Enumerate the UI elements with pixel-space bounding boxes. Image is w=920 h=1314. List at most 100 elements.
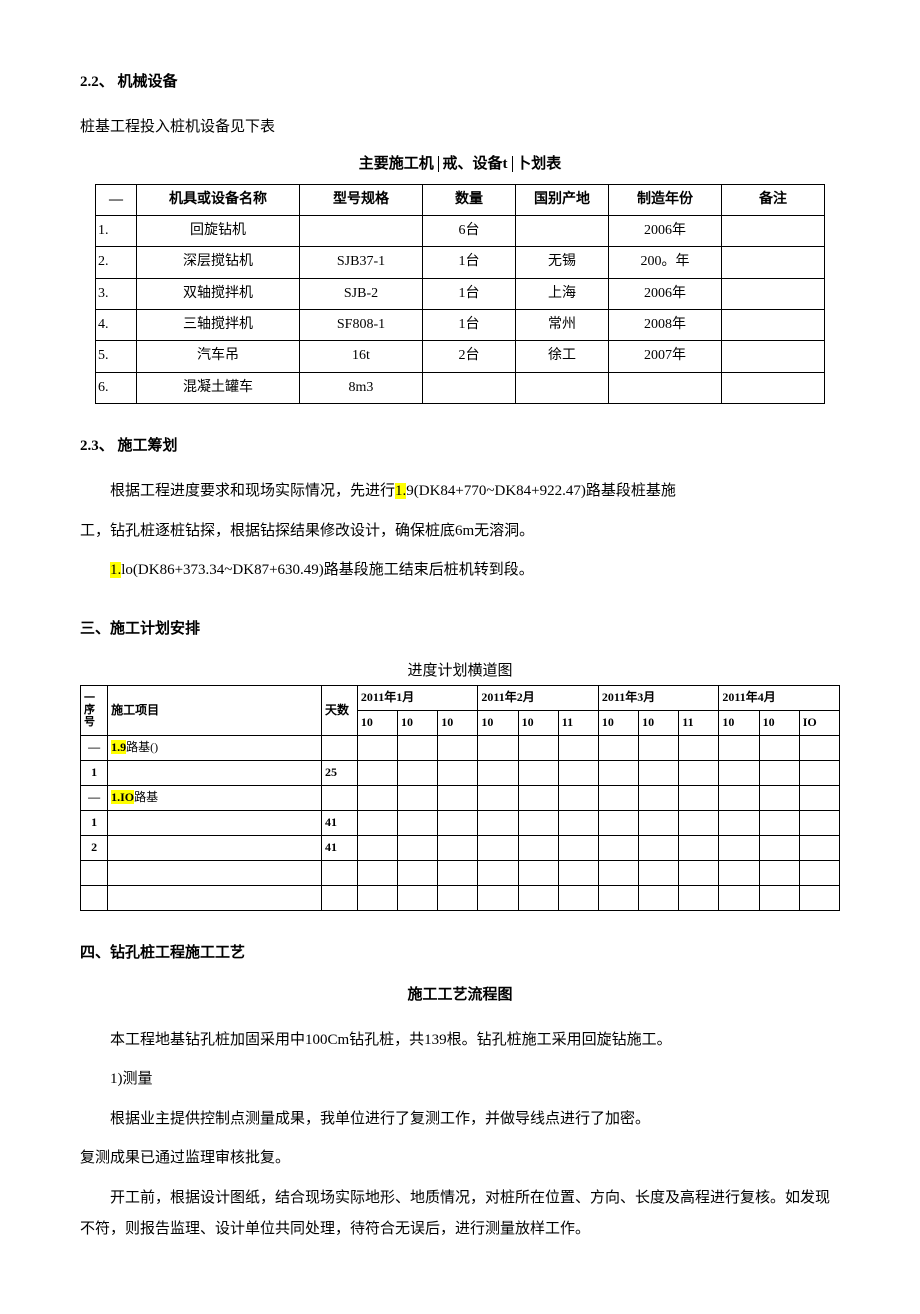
s23-p1-b: 9(DK84+770~DK84+922.47)路基段桩基施 bbox=[406, 483, 676, 499]
section-23-p1: 根据工程进度要求和现场实际情况，先进行1.9(DK84+770~DK84+922… bbox=[80, 476, 840, 508]
gantt-cell-bar bbox=[438, 835, 478, 860]
gantt-header-month: 2011年3月 bbox=[598, 685, 719, 710]
gantt-cell-days bbox=[322, 735, 358, 760]
gantt-cell-bar bbox=[759, 860, 799, 885]
gantt-cell-bar bbox=[679, 735, 719, 760]
equip-cell-idx: 3. bbox=[96, 278, 137, 309]
equip-row: 1.回旋钻机6台2006年 bbox=[96, 215, 825, 246]
equip-cell-idx: 1. bbox=[96, 215, 137, 246]
gantt-header-month: 2011年1月 bbox=[357, 685, 478, 710]
equip-cell-origin: 徐工 bbox=[516, 341, 609, 372]
gantt-cell-seq: 1 bbox=[81, 810, 108, 835]
gantt-cell-bar bbox=[398, 810, 438, 835]
equip-cell-year: 200。年 bbox=[609, 247, 722, 278]
body-p1: 本工程地基钻孔桩加固采用中100Cm钻孔桩，共139根。钻孔桩施工采用回旋钻施工… bbox=[80, 1025, 840, 1057]
flowchart-title: 施工工艺流程图 bbox=[80, 983, 840, 1007]
gantt-cell-bar bbox=[719, 760, 759, 785]
gantt-cell-bar bbox=[518, 860, 558, 885]
gantt-cell-bar bbox=[518, 885, 558, 910]
gantt-cell-bar bbox=[478, 885, 518, 910]
gantt-header-tick: 10 bbox=[357, 710, 397, 735]
gantt-cell-days bbox=[322, 860, 358, 885]
gantt-table: 一序号施工项目天数2011年1月2011年2月2011年3月2011年4月101… bbox=[80, 685, 840, 911]
gantt-cell-bar bbox=[438, 810, 478, 835]
equip-row: 2.深层搅钻机SJB37-11台无锡200。年 bbox=[96, 247, 825, 278]
gantt-cell-bar bbox=[799, 735, 839, 760]
gantt-cell-days bbox=[322, 885, 358, 910]
gantt-cell-bar bbox=[679, 835, 719, 860]
equip-cell-remark bbox=[722, 215, 825, 246]
equip-cell-origin: 常州 bbox=[516, 310, 609, 341]
gantt-cell-bar bbox=[679, 810, 719, 835]
body-p2: 1)测量 bbox=[80, 1064, 840, 1096]
gantt-proj-text: 路基 bbox=[134, 790, 158, 804]
gantt-cell-bar bbox=[558, 760, 598, 785]
gantt-row bbox=[81, 860, 840, 885]
gantt-cell-bar bbox=[639, 735, 679, 760]
equip-row: 4.三轴搅拌机SF808-11台常州2008年 bbox=[96, 310, 825, 341]
section-23-p2: 工，钻孔桩逐桩钻探，根据钻探结果修改设计，确保桩底6m无溶洞。 bbox=[80, 516, 840, 548]
gantt-header-project: 施工项目 bbox=[108, 685, 322, 735]
gantt-cell-bar bbox=[398, 835, 438, 860]
gantt-cell-bar bbox=[558, 735, 598, 760]
gantt-cell-bar bbox=[438, 885, 478, 910]
gantt-cell-bar bbox=[598, 760, 638, 785]
gantt-cell-project bbox=[108, 885, 322, 910]
equip-title-c: 卜划表 bbox=[516, 156, 561, 172]
equip-table-title: 主要施工机 戒、设备t 卜划表 bbox=[80, 152, 840, 176]
gantt-header-seq: 一序号 bbox=[81, 685, 108, 735]
gantt-cell-bar bbox=[518, 760, 558, 785]
gantt-cell-seq: — bbox=[81, 735, 108, 760]
equip-title-b: 戒、设备t bbox=[438, 156, 513, 172]
gantt-header-tick: 10 bbox=[398, 710, 438, 735]
gantt-cell-bar bbox=[518, 785, 558, 810]
gantt-cell-bar bbox=[799, 810, 839, 835]
equip-cell-name: 双轴搅拌机 bbox=[137, 278, 300, 309]
equip-cell-model: SF808-1 bbox=[300, 310, 423, 341]
gantt-header-tick: 11 bbox=[558, 710, 598, 735]
body-p3: 根据业主提供控制点测量成果，我单位进行了复测工作，并做导线点进行了加密。 bbox=[80, 1104, 840, 1136]
gantt-cell-bar bbox=[639, 835, 679, 860]
gantt-cell-bar bbox=[679, 760, 719, 785]
equip-cell-qty: 1台 bbox=[423, 247, 516, 278]
gantt-header-tick: 10 bbox=[719, 710, 759, 735]
gantt-cell-bar bbox=[357, 785, 397, 810]
equip-cell-model: 8m3 bbox=[300, 372, 423, 403]
equip-cell-name: 深层搅钻机 bbox=[137, 247, 300, 278]
equip-title-a: 主要施工机 bbox=[359, 156, 434, 172]
equip-cell-remark bbox=[722, 372, 825, 403]
gantt-cell-bar bbox=[598, 810, 638, 835]
section-23-title: 2.3、 施工筹划 bbox=[80, 434, 840, 458]
gantt-cell-bar bbox=[357, 735, 397, 760]
gantt-cell-bar bbox=[679, 860, 719, 885]
gantt-cell-bar bbox=[719, 860, 759, 885]
gantt-cell-bar bbox=[478, 785, 518, 810]
equip-cell-model: SJB-2 bbox=[300, 278, 423, 309]
gantt-cell-bar bbox=[719, 885, 759, 910]
gantt-cell-bar bbox=[719, 835, 759, 860]
gantt-cell-bar bbox=[759, 885, 799, 910]
equip-cell-name: 三轴搅拌机 bbox=[137, 310, 300, 341]
equip-cell-idx: 6. bbox=[96, 372, 137, 403]
gantt-cell-project bbox=[108, 760, 322, 785]
equip-header-remark: 备注 bbox=[722, 184, 825, 215]
equip-cell-idx: 4. bbox=[96, 310, 137, 341]
equipment-table: —机具或设备名称型号规格数量国别产地制造年份备注1.回旋钻机6台2006年2.深… bbox=[95, 184, 825, 405]
equip-header-model: 型号规格 bbox=[300, 184, 423, 215]
equip-cell-qty: 6台 bbox=[423, 215, 516, 246]
equip-cell-year: 2006年 bbox=[609, 215, 722, 246]
equip-cell-remark bbox=[722, 341, 825, 372]
gantt-cell-bar bbox=[438, 860, 478, 885]
equip-row: 6.混凝土罐车8m3 bbox=[96, 372, 825, 403]
gantt-cell-project bbox=[108, 860, 322, 885]
section-3-title: 三、施工计划安排 bbox=[80, 617, 840, 641]
equip-cell-origin bbox=[516, 372, 609, 403]
gantt-cell-bar bbox=[799, 860, 839, 885]
gantt-cell-seq: 1 bbox=[81, 760, 108, 785]
gantt-cell-bar bbox=[558, 885, 598, 910]
gantt-cell-project: 1.9路基() bbox=[108, 735, 322, 760]
gantt-cell-bar bbox=[398, 860, 438, 885]
equip-cell-year: 2008年 bbox=[609, 310, 722, 341]
gantt-cell-bar bbox=[759, 835, 799, 860]
gantt-header-tick: 11 bbox=[679, 710, 719, 735]
